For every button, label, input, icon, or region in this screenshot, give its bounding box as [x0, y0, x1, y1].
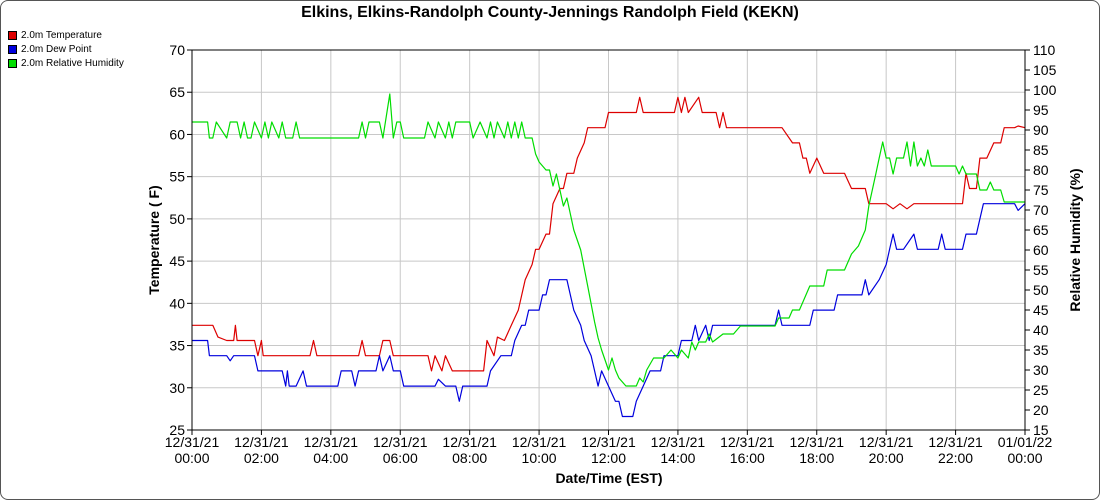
- y-axis-left-title: Temperature ( F): [146, 185, 162, 294]
- y-right-tick-label: 100: [1033, 82, 1057, 98]
- y-right-tick-label: 30: [1033, 362, 1049, 378]
- y-right-tick-label: 105: [1033, 62, 1057, 78]
- y-right-tick-label: 50: [1033, 282, 1049, 298]
- x-tick-label-time: 14:00: [660, 450, 695, 466]
- y-right-tick-label: 90: [1033, 122, 1049, 138]
- x-tick-label-time: 16:00: [730, 450, 765, 466]
- x-tick-label-date: 12/31/21: [512, 434, 567, 450]
- x-tick-label-time: 02:00: [244, 450, 279, 466]
- legend-label-relative-humidity: 2.0m Relative Humidity: [21, 57, 124, 69]
- chart-legend: 2.0m Temperature 2.0m Dew Point 2.0m Rel…: [8, 28, 124, 70]
- y-right-tick-label: 25: [1033, 382, 1049, 398]
- series-line-dew-point: [192, 203, 1026, 418]
- axis-ticks: 12/31/2100:0012/31/2102:0012/31/2104:001…: [165, 42, 1057, 466]
- y-left-tick-label: 65: [169, 84, 185, 100]
- x-tick-label-time: 04:00: [313, 450, 348, 466]
- y-left-tick-label: 30: [169, 380, 185, 396]
- y-left-tick-label: 40: [169, 295, 185, 311]
- y-right-tick-label: 75: [1033, 182, 1049, 198]
- y-left-tick-label: 50: [169, 211, 185, 227]
- x-tick-label-time: 22:00: [938, 450, 973, 466]
- y-left-tick-label: 60: [169, 126, 185, 142]
- x-tick-label-date: 12/31/21: [790, 434, 845, 450]
- y-right-tick-label: 60: [1033, 242, 1049, 258]
- x-tick-label-time: 06:00: [383, 450, 418, 466]
- x-tick-label-date: 01/01/22: [998, 434, 1053, 450]
- x-tick-label-time: 00:00: [1007, 450, 1042, 466]
- legend-item-relative-humidity: 2.0m Relative Humidity: [8, 56, 124, 70]
- y-right-tick-label: 80: [1033, 162, 1049, 178]
- y-right-tick-label: 45: [1033, 302, 1049, 318]
- legend-swatch-relative-humidity: [8, 58, 17, 68]
- y-left-tick-label: 55: [169, 169, 185, 185]
- x-tick-label-time: 20:00: [869, 450, 904, 466]
- x-tick-label-time: 10:00: [522, 450, 557, 466]
- x-tick-label-date: 12/31/21: [720, 434, 775, 450]
- x-tick-label-date: 12/31/21: [442, 434, 497, 450]
- x-tick-label-date: 12/31/21: [581, 434, 636, 450]
- series-lines: [192, 93, 1026, 418]
- y-right-tick-label: 95: [1033, 102, 1049, 118]
- legend-item-dew-point: 2.0m Dew Point: [8, 42, 124, 56]
- y-left-tick-label: 35: [169, 338, 185, 354]
- y-left-tick-label: 45: [169, 253, 185, 269]
- y-left-tick-label: 25: [169, 422, 185, 438]
- y-right-tick-label: 65: [1033, 222, 1049, 238]
- x-tick-label-date: 12/31/21: [373, 434, 428, 450]
- x-tick-label-date: 12/31/21: [859, 434, 914, 450]
- x-axis-title: Date/Time (EST): [555, 470, 662, 486]
- legend-label-temperature: 2.0m Temperature: [21, 29, 102, 41]
- y-left-tick-label: 70: [169, 42, 185, 58]
- series-line-relative-humidity: [192, 93, 1025, 387]
- series-line-temperature: [192, 96, 1026, 372]
- x-tick-label-date: 12/31/21: [928, 434, 983, 450]
- x-tick-label-time: 00:00: [174, 450, 209, 466]
- legend-swatch-temperature: [8, 30, 17, 40]
- grid-lines: [191, 49, 1026, 431]
- y-right-tick-label: 40: [1033, 322, 1049, 338]
- y-right-tick-label: 110: [1033, 42, 1056, 58]
- x-tick-label-time: 18:00: [799, 450, 834, 466]
- x-tick-label-date: 12/31/21: [234, 434, 289, 450]
- y-right-tick-label: 20: [1033, 402, 1049, 418]
- legend-item-temperature: 2.0m Temperature: [8, 28, 124, 42]
- y-right-tick-label: 15: [1033, 422, 1049, 438]
- y-right-tick-label: 55: [1033, 262, 1049, 278]
- legend-swatch-dew-point: [8, 44, 17, 54]
- y-right-tick-label: 35: [1033, 342, 1049, 358]
- x-tick-label-date: 12/31/21: [651, 434, 706, 450]
- legend-label-dew-point: 2.0m Dew Point: [21, 43, 92, 55]
- x-tick-label-date: 12/31/21: [304, 434, 359, 450]
- y-right-tick-label: 85: [1033, 142, 1049, 158]
- chart-title: Elkins, Elkins-Randolph County-Jennings …: [301, 4, 799, 21]
- y-axis-right-title: Relative Humidity (%): [1067, 168, 1083, 311]
- x-tick-label-time: 08:00: [452, 450, 487, 466]
- x-tick-label-date: 12/31/21: [165, 434, 220, 450]
- y-right-tick-label: 70: [1033, 202, 1049, 218]
- x-tick-label-time: 12:00: [591, 450, 626, 466]
